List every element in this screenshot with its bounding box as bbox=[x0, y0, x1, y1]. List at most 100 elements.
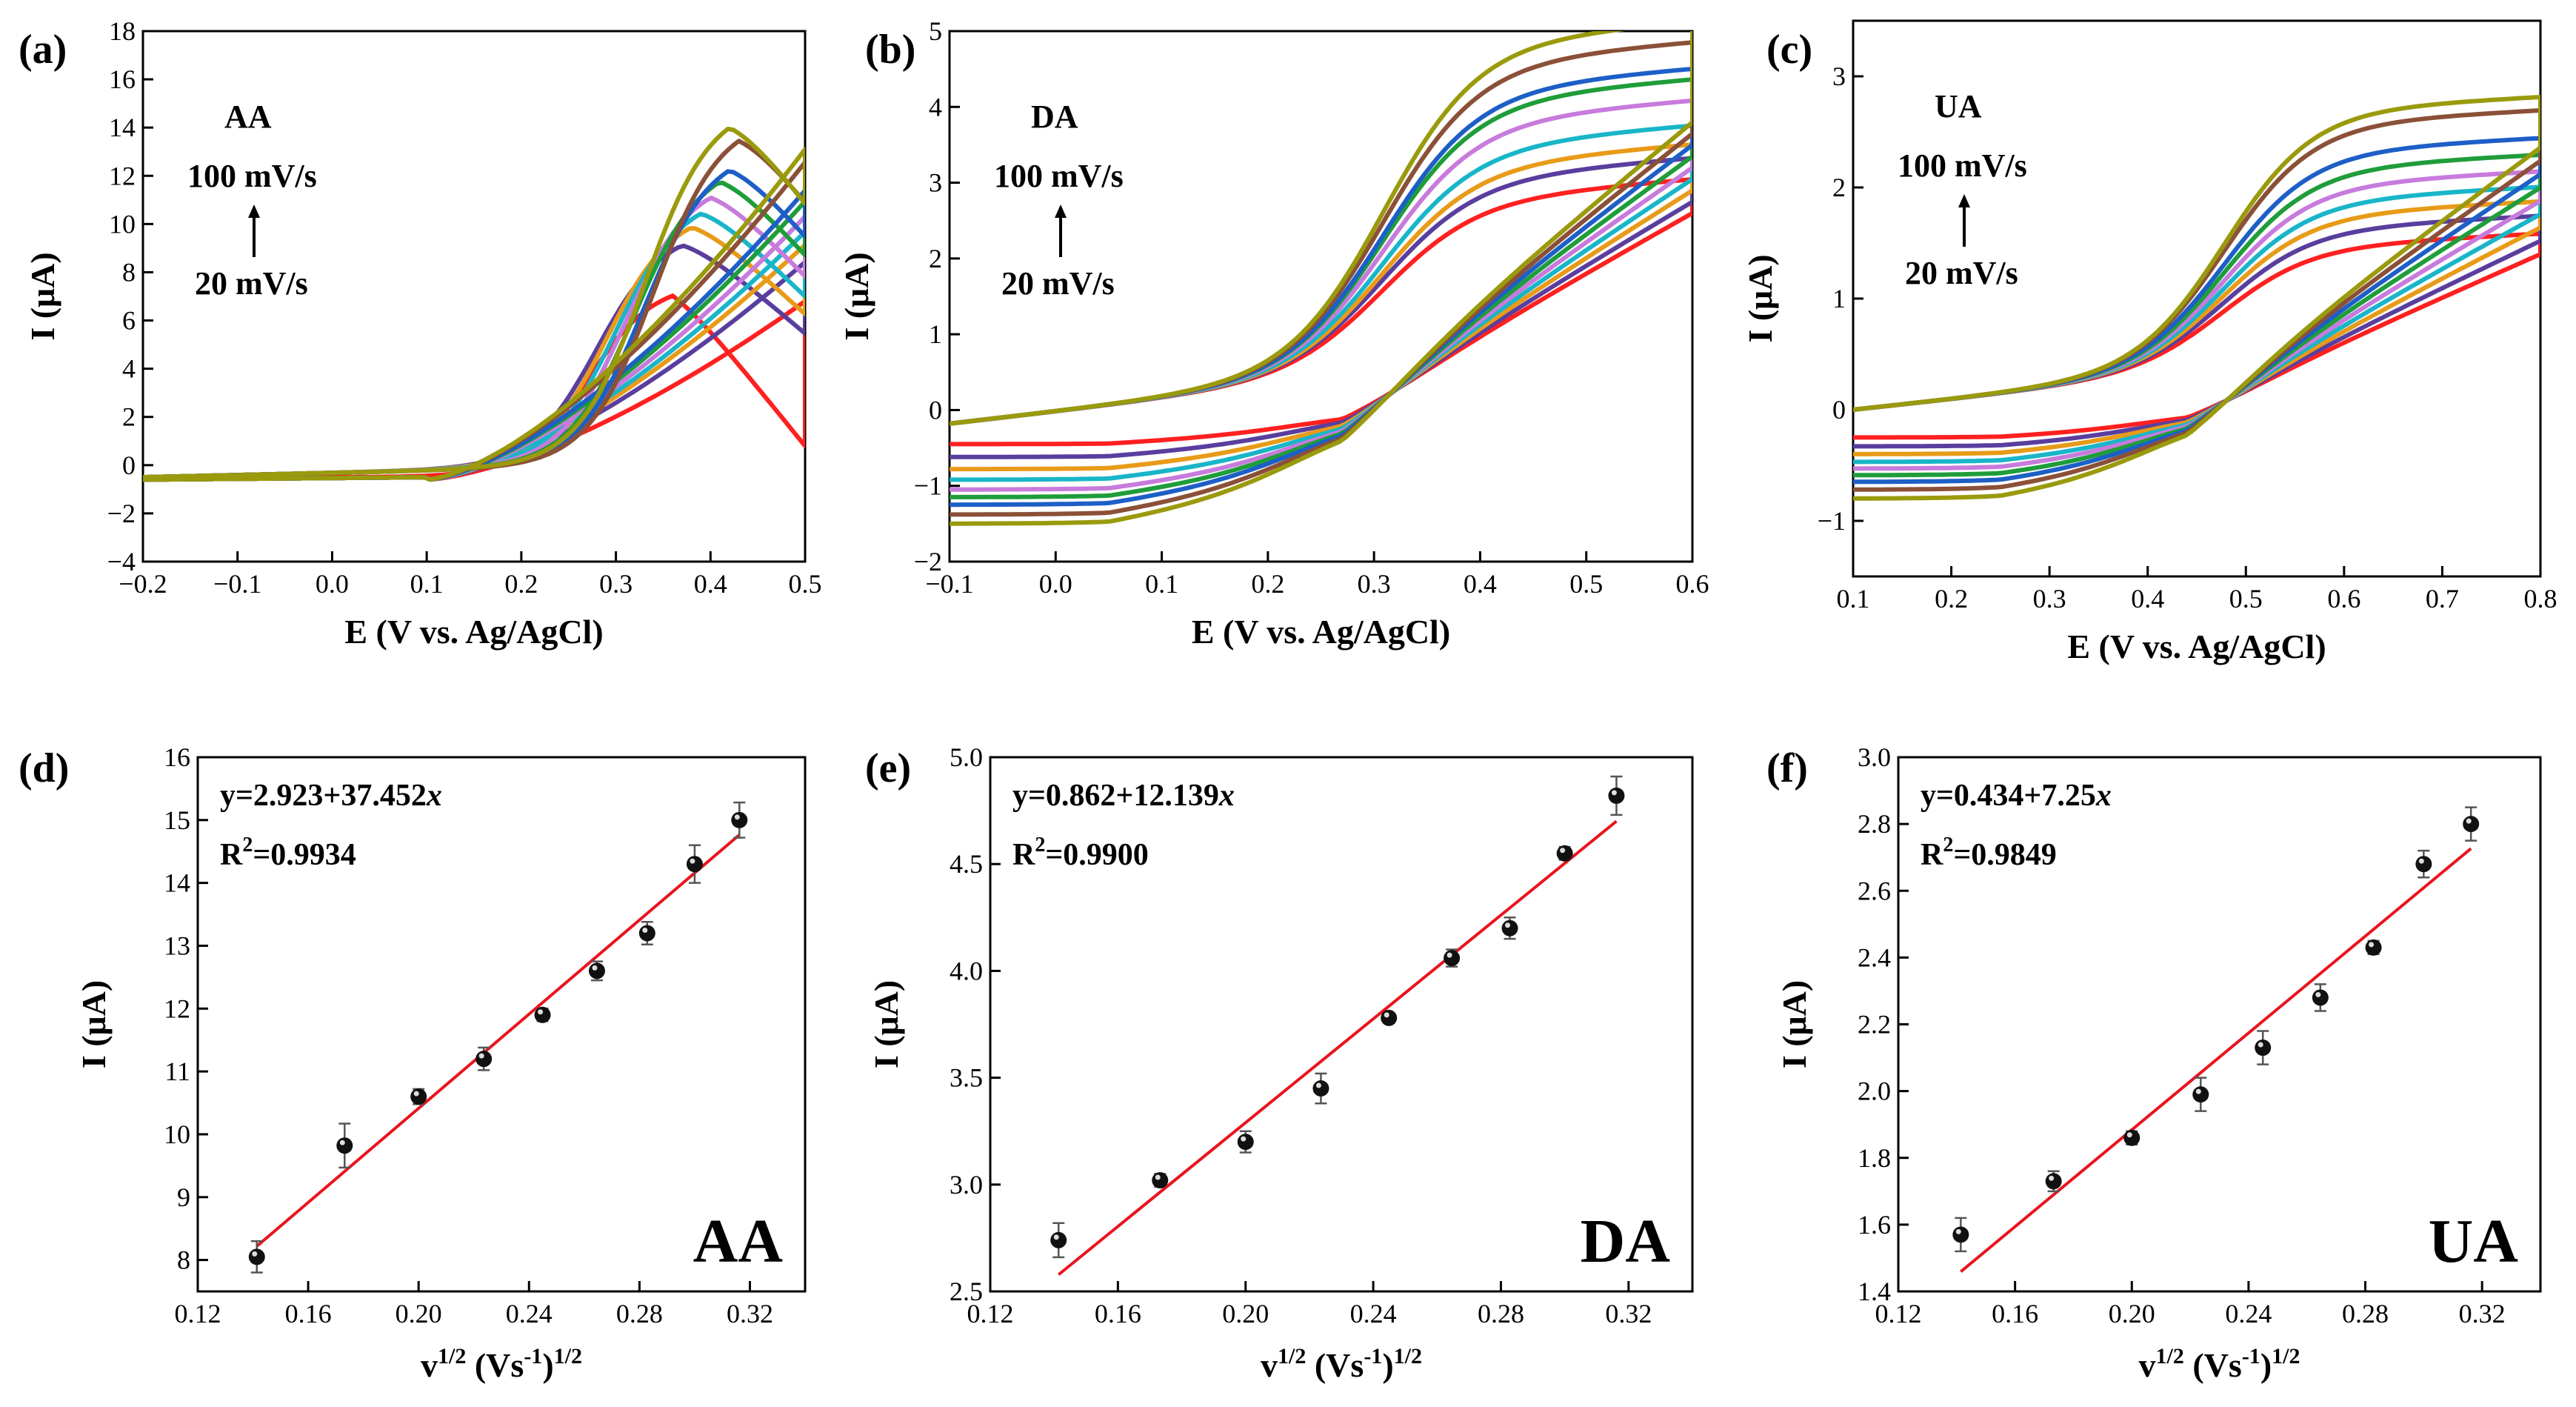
x-tick-label: 0.28 bbox=[1478, 1299, 1524, 1328]
analyte-label: AA bbox=[224, 99, 272, 135]
y-tick-label: 3.0 bbox=[950, 1170, 983, 1200]
y-tick-label: 8 bbox=[122, 257, 136, 287]
point-highlight bbox=[1155, 1174, 1161, 1180]
y-tick-label: 12 bbox=[164, 994, 190, 1023]
x-tick-label: 0.4 bbox=[2131, 584, 2164, 613]
x-tick-label: 0.32 bbox=[1605, 1299, 1652, 1328]
x-tick-label: 0.20 bbox=[1222, 1299, 1269, 1328]
xlabel-superscript: 1/2 bbox=[438, 1344, 466, 1368]
point-marker bbox=[2045, 1173, 2062, 1190]
panel-label: (b) bbox=[865, 27, 915, 73]
scan-rate-high-label: 100 mV/s bbox=[994, 158, 1124, 194]
r2-symbol: R bbox=[1012, 838, 1035, 872]
data-point bbox=[2192, 1077, 2209, 1112]
data-point bbox=[336, 1122, 353, 1169]
y-tick-label: −4 bbox=[107, 547, 136, 576]
y-tick-label: 0 bbox=[1832, 395, 1846, 425]
xlabel-mid: (Vs bbox=[466, 1346, 524, 1384]
xlabel-main: v bbox=[2139, 1346, 2156, 1384]
point-marker bbox=[534, 1006, 551, 1023]
point-marker bbox=[248, 1248, 265, 1265]
y-tick-label: 18 bbox=[109, 16, 136, 46]
x-tick-label: 0.2 bbox=[1251, 569, 1284, 599]
point-marker bbox=[1050, 1231, 1067, 1248]
equation-text: y=2.923+37.452 bbox=[220, 779, 427, 813]
point-highlight bbox=[1955, 1228, 1961, 1234]
x-tick-label: 0.32 bbox=[727, 1299, 773, 1328]
fit-panel-aa: (d) 0.12 0.16 0.20 0.24 0.28 0.32 8 9 10 11 12 13 14 1… bbox=[19, 742, 807, 1384]
data-point bbox=[1556, 845, 1573, 862]
point-marker bbox=[2255, 1040, 2272, 1057]
data-point bbox=[686, 844, 703, 884]
x-tick-label: 0.6 bbox=[1676, 569, 1709, 599]
cv-series-line bbox=[143, 211, 805, 482]
point-highlight bbox=[339, 1140, 345, 1145]
fit-equation: y=0.434+7.25x bbox=[1921, 779, 2112, 813]
equation-variable: x bbox=[426, 779, 442, 813]
y-tick-label: 2.0 bbox=[1858, 1077, 1891, 1106]
point-marker bbox=[1312, 1080, 1329, 1097]
xlabel-superscript: -1 bbox=[2242, 1344, 2260, 1368]
x-tick-label: 0.5 bbox=[1569, 569, 1603, 599]
analyte-label: UA bbox=[2429, 1207, 2519, 1276]
y-tick-label: 5 bbox=[929, 16, 942, 46]
point-marker bbox=[2192, 1086, 2209, 1103]
point-marker bbox=[1152, 1172, 1169, 1189]
y-tick-label: 2.2 bbox=[1858, 1010, 1891, 1040]
analyte-label: DA bbox=[1581, 1207, 1671, 1276]
point-marker bbox=[2312, 989, 2329, 1006]
plot-frame bbox=[196, 756, 807, 1293]
point-highlight bbox=[413, 1091, 419, 1097]
y-tick-label: 2.5 bbox=[950, 1277, 983, 1306]
x-axis-label: E (V vs. Ag/AgCl) bbox=[2067, 628, 2326, 665]
point-highlight bbox=[1053, 1234, 1059, 1240]
data-point bbox=[2365, 939, 2382, 956]
x-tick-label: −0.2 bbox=[119, 569, 167, 599]
y-tick-label: 3.0 bbox=[1858, 742, 1891, 772]
r-squared: R2=0.9900 bbox=[1012, 834, 1149, 872]
y-tick-label: 9 bbox=[177, 1183, 190, 1212]
xlabel-main: v bbox=[421, 1346, 438, 1384]
r2-superscript: 2 bbox=[1035, 834, 1045, 856]
cv-curves bbox=[950, 31, 1692, 526]
arrow-head-icon bbox=[1055, 204, 1067, 218]
x-tick-label: 0.28 bbox=[616, 1299, 663, 1328]
point-highlight bbox=[2126, 1132, 2132, 1138]
scan-rate-low-label: 20 mV/s bbox=[1001, 265, 1115, 302]
cv-panel-da: (b) −0.1 0.0 0.1 0.2 0.3 0.4 0.5 0.6 −2 −1 0 1 2 3 4 5 DA… bbox=[838, 16, 1709, 651]
point-marker bbox=[1237, 1134, 1254, 1151]
point-marker bbox=[1444, 950, 1461, 967]
x-tick-label: 0.12 bbox=[1875, 1299, 1922, 1328]
arrow-head-icon bbox=[1958, 194, 1970, 207]
y-tick-label: 0 bbox=[122, 450, 136, 480]
data-point bbox=[2463, 806, 2480, 842]
y-axis-label: I (μA) bbox=[867, 980, 905, 1068]
point-highlight bbox=[2369, 942, 2375, 948]
y-tick-label: 2.6 bbox=[1858, 876, 1891, 905]
fit-line bbox=[1057, 819, 1618, 1276]
x-tick-label: 0.1 bbox=[410, 569, 444, 599]
x-tick-label: 0.12 bbox=[967, 1299, 1014, 1328]
x-tick-label: −0.1 bbox=[925, 569, 973, 599]
point-highlight bbox=[642, 928, 648, 934]
point-marker bbox=[686, 856, 703, 873]
r-squared: R2=0.9934 bbox=[220, 834, 356, 872]
point-highlight bbox=[690, 858, 695, 864]
point-highlight bbox=[2195, 1088, 2201, 1094]
x-tick-label: 0.28 bbox=[2342, 1299, 2389, 1328]
y-tick-label: 3 bbox=[1832, 61, 1846, 91]
x-tick-label: 0.16 bbox=[1992, 1299, 2038, 1328]
x-axis-label: E (V vs. Ag/AgCl) bbox=[1192, 613, 1450, 651]
x-tick-label: 0.16 bbox=[1095, 1299, 1141, 1328]
fit-panel-ua: (f) 0.12 0.16 0.20 0.24 0.28 0.32 1.4 1.6 1.8 2.0 2… bbox=[1766, 742, 2542, 1384]
r-squared: R2=0.9849 bbox=[1921, 834, 2057, 872]
x-tick-label: 0.2 bbox=[504, 569, 538, 599]
point-marker bbox=[1608, 787, 1625, 804]
x-tick-label: 0.24 bbox=[1350, 1299, 1397, 1328]
xlabel-end: ) bbox=[1382, 1346, 1393, 1384]
xlabel-superscript: 1/2 bbox=[2156, 1344, 2184, 1368]
xlabel-superscript: 1/2 bbox=[1278, 1344, 1306, 1368]
point-marker bbox=[1556, 845, 1573, 862]
y-tick-label: 16 bbox=[109, 64, 136, 94]
point-highlight bbox=[2466, 818, 2472, 824]
